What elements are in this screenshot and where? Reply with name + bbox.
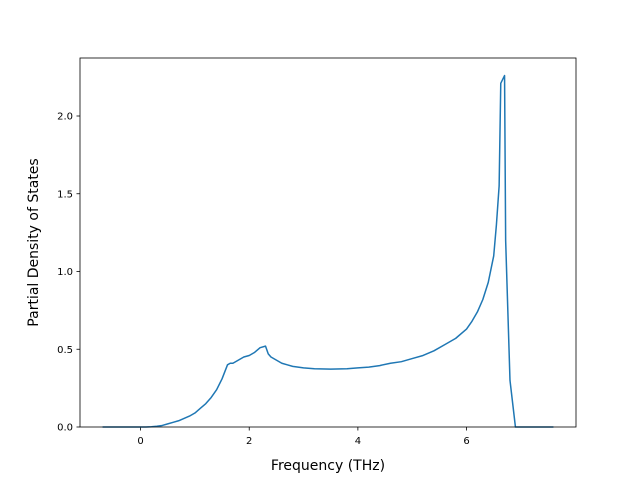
x-axis-label: Frequency (THz) xyxy=(271,458,385,474)
x-tick-label: 2 xyxy=(246,436,252,447)
y-tick-label: 1.0 xyxy=(57,267,73,278)
plot-frame xyxy=(79,57,577,428)
y-axis-label: Partial Density of States xyxy=(26,158,42,326)
x-tick-label: 4 xyxy=(355,436,361,447)
y-tick-label: 2.0 xyxy=(57,112,73,123)
y-tick-label: 1.5 xyxy=(57,189,73,200)
x-tick-label: 0 xyxy=(137,436,143,447)
y-tick-label: 0.5 xyxy=(57,345,73,356)
x-tick-label: 6 xyxy=(463,436,469,447)
data-line xyxy=(102,74,554,428)
y-tick-label: 0.0 xyxy=(57,423,73,434)
